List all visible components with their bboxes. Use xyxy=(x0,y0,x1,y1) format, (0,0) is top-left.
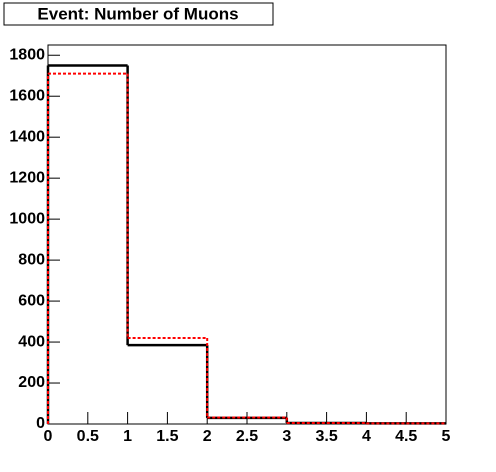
x-tick-label: 2.5 xyxy=(236,428,258,445)
y-tick-label: 600 xyxy=(18,292,45,309)
x-tick-label: 0 xyxy=(44,428,53,445)
x-tick-label: 4 xyxy=(362,428,371,445)
y-tick-label: 1600 xyxy=(9,87,45,104)
title-box xyxy=(3,2,274,26)
x-tick-label: 3 xyxy=(282,428,291,445)
y-tick-label: 200 xyxy=(18,374,45,391)
x-tick-label: 3.5 xyxy=(315,428,337,445)
y-tick-label: 1000 xyxy=(9,210,45,227)
y-tick-label: 1800 xyxy=(9,46,45,63)
chart-title: Event: Number of Muons xyxy=(37,4,238,23)
plot-frame xyxy=(47,44,447,425)
y-tick-label: 0 xyxy=(36,415,45,432)
y-tick-label: 800 xyxy=(18,251,45,268)
x-tick-label: 1 xyxy=(123,428,132,445)
x-tick-label: 5 xyxy=(442,428,451,445)
x-tick-label: 0.5 xyxy=(77,428,99,445)
x-tick-label: 1.5 xyxy=(156,428,178,445)
y-tick-label: 1200 xyxy=(9,169,45,186)
x-tick-label: 4.5 xyxy=(395,428,417,445)
y-tick-label: 400 xyxy=(18,333,45,350)
x-tick-label: 2 xyxy=(203,428,212,445)
y-tick-label: 1400 xyxy=(9,128,45,145)
